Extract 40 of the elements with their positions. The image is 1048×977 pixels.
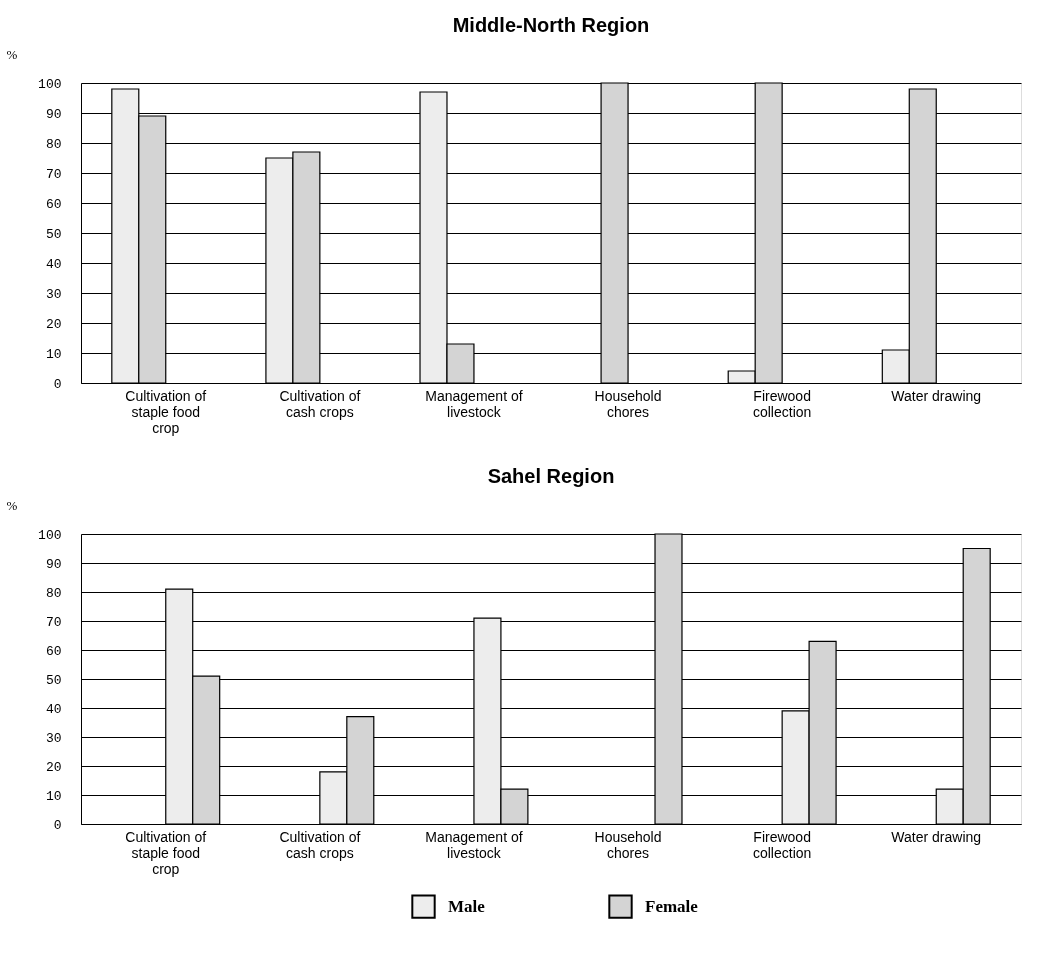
y-tick-label: 70 bbox=[45, 166, 62, 182]
legend-label: Male bbox=[448, 896, 486, 916]
y-tick-label: 50 bbox=[45, 672, 62, 688]
x-tick-label: Firewood collection bbox=[752, 387, 812, 420]
y-tick-label: 90 bbox=[45, 556, 62, 572]
y-tick-label: 0 bbox=[53, 376, 62, 392]
x-tick-label: Management of livestock bbox=[425, 387, 523, 420]
y-axis-title: % bbox=[6, 497, 18, 513]
x-tick-label: Cultivation of cash crops bbox=[279, 828, 361, 861]
y-tick-label: 40 bbox=[45, 701, 62, 717]
chart-title: Sahel Region bbox=[487, 465, 615, 487]
x-tick-label: Cultivation of staple food crop bbox=[125, 828, 207, 877]
y-tick-label: 30 bbox=[45, 730, 62, 746]
x-tick-label: Household chores bbox=[594, 387, 662, 420]
x-tick-label: Firewood collection bbox=[752, 828, 812, 861]
x-tick-label: Cultivation of staple food crop bbox=[125, 387, 207, 436]
x-tick-label: Cultivation of cash crops bbox=[279, 387, 361, 420]
x-tick-label: Household chores bbox=[594, 828, 662, 861]
x-tick-label: Water drawing bbox=[891, 387, 982, 404]
legend-label: Female bbox=[645, 896, 699, 916]
y-tick-label: 0 bbox=[53, 817, 62, 833]
y-tick-label: 80 bbox=[45, 136, 62, 152]
x-tick-label: Management of livestock bbox=[425, 828, 523, 861]
y-tick-label: 10 bbox=[45, 346, 62, 362]
y-tick-label: 60 bbox=[45, 643, 62, 659]
y-tick-label: 70 bbox=[45, 614, 62, 630]
y-tick-label: 80 bbox=[45, 585, 62, 601]
y-tick-label: 60 bbox=[45, 196, 62, 212]
y-tick-label: 20 bbox=[45, 316, 62, 332]
y-tick-label: 100 bbox=[38, 76, 62, 92]
y-tick-label: 40 bbox=[45, 256, 62, 272]
x-tick-label: Water drawing bbox=[891, 828, 982, 845]
y-axis-title: % bbox=[6, 46, 18, 62]
y-tick-label: 20 bbox=[45, 759, 62, 775]
chart-title: Middle-North Region bbox=[452, 14, 650, 36]
y-tick-label: 100 bbox=[38, 527, 62, 543]
y-tick-label: 90 bbox=[45, 106, 62, 122]
y-tick-label: 50 bbox=[45, 226, 62, 242]
y-tick-label: 30 bbox=[45, 286, 62, 302]
y-tick-label: 10 bbox=[45, 788, 62, 804]
